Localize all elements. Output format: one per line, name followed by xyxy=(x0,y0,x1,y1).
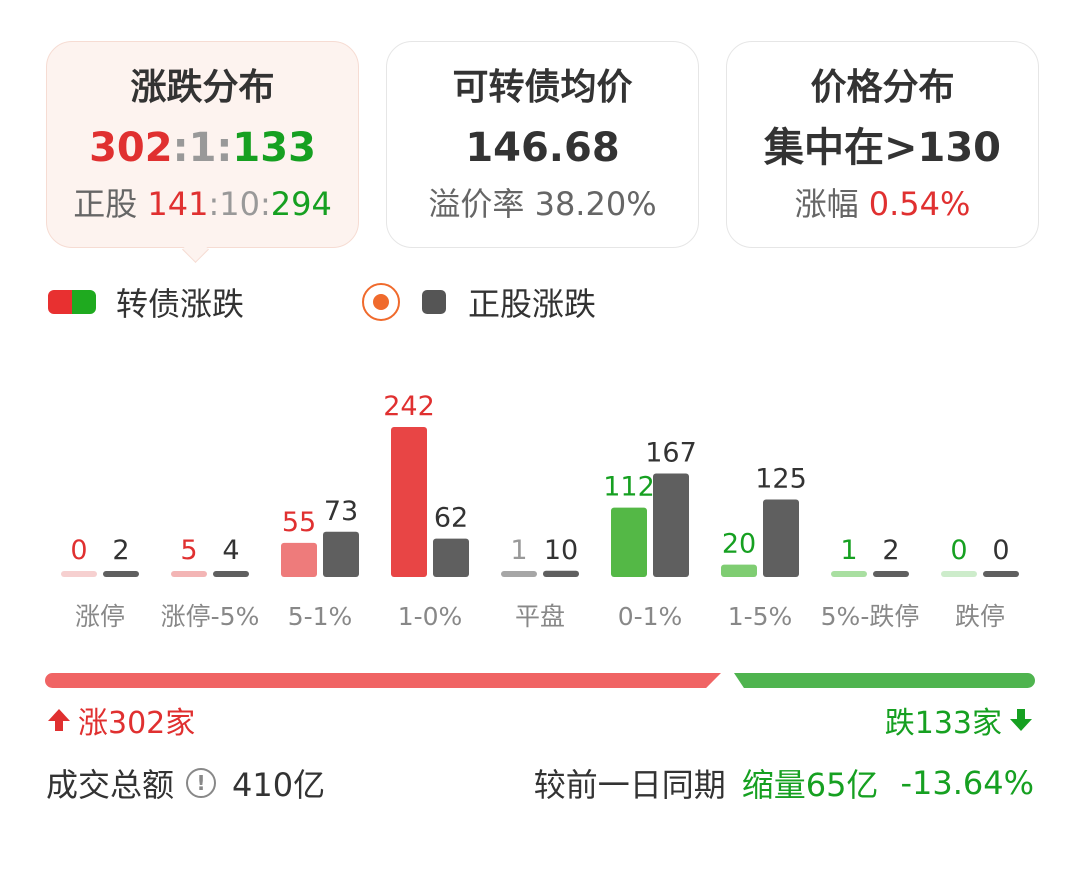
bond-value-label: 1 xyxy=(510,535,527,566)
stock-bar xyxy=(983,571,1019,577)
gray-swatch-icon xyxy=(422,290,446,314)
premium-rate: 溢价率 38.20% xyxy=(428,184,656,224)
bond-down-count: 133 xyxy=(232,125,316,171)
compare-label: 较前一日同期 xyxy=(533,766,726,804)
category-label: 涨停-5% xyxy=(161,602,260,631)
bond-value-label: 5 xyxy=(180,535,197,566)
price-concentration: 集中在>130 xyxy=(763,125,1001,171)
stock-value-label: 2 xyxy=(882,535,899,566)
bond-bar xyxy=(611,507,647,577)
stock-bar xyxy=(213,571,249,577)
legend-stock-label: 正股涨跌 xyxy=(468,285,597,323)
stock-bar xyxy=(323,531,359,577)
fall-summary-label: 跌133家 xyxy=(884,706,1002,741)
bond-bar xyxy=(61,571,97,577)
category-label: 1-0% xyxy=(398,602,463,631)
stock-value-label: 4 xyxy=(222,535,239,566)
premium-value: 38.20% xyxy=(534,185,657,223)
stock-bar xyxy=(653,473,689,577)
stock-ratio: 正股 141:10:294 xyxy=(73,184,332,224)
bond-bar xyxy=(391,427,427,577)
bond-value-label: 0 xyxy=(950,535,967,566)
bond-bar xyxy=(831,571,867,577)
stock-bar xyxy=(873,571,909,577)
price-change: 涨幅 0.54% xyxy=(795,184,971,224)
fall-summary: 跌133家 xyxy=(885,698,1034,742)
stock-flat-count: 10 xyxy=(219,185,260,223)
rise-proportion-bar xyxy=(45,673,721,688)
legend-stock[interactable]: 正股涨跌 xyxy=(362,280,596,324)
stock-down-count: 294 xyxy=(270,185,332,223)
stock-value-label: 10 xyxy=(544,535,578,566)
stock-value-label: 125 xyxy=(755,464,807,495)
ratio-separator: : xyxy=(259,185,271,223)
bond-value-label: 20 xyxy=(722,529,756,560)
ratio-separator: : xyxy=(216,125,233,171)
stock-value-label: 0 xyxy=(992,535,1009,566)
shrink-amount: 缩量65亿 xyxy=(741,766,879,804)
bond-value-label: 1 xyxy=(840,535,857,566)
bond-value-label: 242 xyxy=(383,391,435,422)
card-average-price[interactable]: 可转债均价 146.68 溢价率 38.20% xyxy=(386,41,699,248)
arrow-down-icon xyxy=(1010,709,1032,731)
turnover: 成交总额 ! 410亿 xyxy=(46,760,325,806)
turnover-comparison: 较前一日同期 缩量65亿 -13.64% xyxy=(534,760,1034,806)
category-label: 涨停 xyxy=(75,602,125,631)
legend-bond-label: 转债涨跌 xyxy=(116,285,245,323)
card-price-distribution[interactable]: 价格分布 集中在>130 涨幅 0.54% xyxy=(726,41,1039,248)
change-value: 0.54% xyxy=(868,185,971,223)
stock-value-label: 62 xyxy=(434,503,468,534)
category-label: 5%-跌停 xyxy=(821,602,920,631)
category-label: 5-1% xyxy=(288,602,353,631)
bond-bar xyxy=(501,571,537,577)
category-label: 0-1% xyxy=(618,602,683,631)
card-title: 价格分布 xyxy=(810,67,955,108)
change-label: 涨幅 xyxy=(794,185,859,223)
legend-bond[interactable]: 转债涨跌 xyxy=(48,280,244,324)
stock-bar xyxy=(103,571,139,577)
stock-label: 正股 xyxy=(73,185,138,223)
arrow-up-icon xyxy=(48,709,70,731)
stock-value-label: 167 xyxy=(645,437,697,468)
card-title: 涨跌分布 xyxy=(130,67,275,108)
ratio-separator: : xyxy=(208,185,220,223)
bond-bar xyxy=(171,571,207,577)
rise-summary-label: 涨302家 xyxy=(78,706,196,741)
change-percent: -13.64% xyxy=(900,764,1034,802)
premium-label: 溢价率 xyxy=(428,185,525,223)
bond-up-count: 302 xyxy=(89,125,173,171)
bond-value-label: 112 xyxy=(603,472,655,503)
card-rise-fall-distribution[interactable]: 涨跌分布 302:1:133 正股 141:10:294 xyxy=(46,41,359,248)
card-title: 可转债均价 xyxy=(452,67,633,108)
stock-value-label: 73 xyxy=(324,496,358,527)
radio-selected-icon[interactable] xyxy=(362,283,400,321)
info-icon[interactable]: ! xyxy=(186,768,217,798)
stock-bar xyxy=(543,570,579,577)
red-green-swatch-icon xyxy=(48,290,96,314)
fall-proportion-bar xyxy=(734,673,1035,688)
category-label: 平盘 xyxy=(515,602,565,631)
turnover-value: 410亿 xyxy=(232,766,326,804)
bond-bar xyxy=(721,564,757,577)
bond-bar xyxy=(281,542,317,577)
stock-up-count: 141 xyxy=(147,185,209,223)
stock-bar xyxy=(433,538,469,577)
stock-bar xyxy=(763,499,799,577)
category-label: 跌停 xyxy=(955,602,1005,631)
bond-bar xyxy=(941,571,977,577)
category-label: 1-5% xyxy=(728,602,793,631)
rise-summary: 涨302家 xyxy=(46,698,195,742)
bond-ratio: 302:1:133 xyxy=(89,124,316,172)
bond-value-label: 0 xyxy=(70,535,87,566)
bond-value-label: 55 xyxy=(282,507,316,538)
average-price-value: 146.68 xyxy=(465,125,620,171)
ratio-separator: : xyxy=(172,125,189,171)
stock-value-label: 2 xyxy=(112,535,129,566)
bond-flat-count: 1 xyxy=(188,125,217,171)
turnover-label: 成交总额 xyxy=(46,766,175,804)
